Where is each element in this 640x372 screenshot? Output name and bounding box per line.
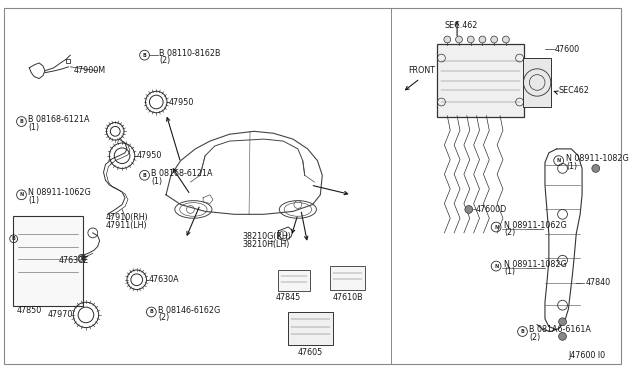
Text: N 08911-1082G: N 08911-1082G: [566, 154, 629, 163]
Text: (1): (1): [28, 123, 40, 132]
Text: 47900M: 47900M: [73, 66, 106, 75]
Text: 47845: 47845: [275, 293, 301, 302]
Text: (1): (1): [152, 177, 163, 186]
Text: B: B: [143, 173, 147, 178]
Text: 47840: 47840: [586, 278, 611, 287]
Text: 47630A: 47630A: [148, 275, 179, 284]
Text: N: N: [19, 192, 24, 197]
Text: B: B: [520, 329, 524, 334]
Text: N: N: [494, 225, 499, 230]
Text: B 08168-6121A: B 08168-6121A: [152, 169, 213, 178]
Text: 47910(RH): 47910(RH): [106, 213, 148, 222]
Text: B 08110-8162B: B 08110-8162B: [159, 49, 221, 58]
Text: 47600: 47600: [555, 45, 580, 54]
Text: FRONT: FRONT: [408, 66, 435, 75]
Text: B 081A6-6161A: B 081A6-6161A: [529, 325, 591, 334]
Text: 47610B: 47610B: [332, 293, 363, 302]
Text: B: B: [80, 256, 84, 261]
Text: SEC462: SEC462: [559, 86, 589, 95]
Text: 47605: 47605: [298, 347, 323, 356]
Text: B: B: [143, 52, 147, 58]
Circle shape: [491, 36, 497, 43]
Circle shape: [592, 164, 600, 172]
Text: (1): (1): [28, 196, 40, 205]
Bar: [288, 312, 333, 345]
FancyBboxPatch shape: [13, 216, 83, 306]
Text: B: B: [150, 310, 153, 314]
Text: J47600 I0: J47600 I0: [568, 352, 605, 360]
Text: (2): (2): [504, 228, 515, 237]
Text: 47630E: 47630E: [59, 256, 89, 265]
Text: 47950: 47950: [169, 97, 195, 106]
Circle shape: [502, 36, 509, 43]
Circle shape: [559, 333, 566, 340]
Text: 47970: 47970: [48, 310, 73, 320]
Circle shape: [559, 318, 566, 326]
Bar: [524, 58, 551, 107]
Text: 47911(LH): 47911(LH): [106, 221, 147, 230]
Bar: [330, 266, 365, 289]
Bar: [278, 270, 310, 292]
Text: N 08911-1062G: N 08911-1062G: [28, 188, 91, 197]
Circle shape: [444, 36, 451, 43]
Text: B: B: [20, 119, 24, 124]
Text: (1): (1): [504, 267, 515, 276]
Text: 47950: 47950: [137, 151, 162, 160]
Text: SEC.462: SEC.462: [444, 21, 477, 31]
Text: N: N: [557, 158, 561, 163]
FancyBboxPatch shape: [436, 44, 524, 117]
Circle shape: [479, 36, 486, 43]
Circle shape: [456, 36, 463, 43]
Circle shape: [467, 36, 474, 43]
Text: 47600D: 47600D: [476, 205, 507, 214]
Text: 38210H(LH): 38210H(LH): [242, 240, 289, 249]
Text: (2): (2): [529, 333, 541, 342]
Text: (2): (2): [158, 313, 170, 323]
Text: N: N: [494, 264, 499, 269]
Text: B 08146-6162G: B 08146-6162G: [158, 305, 220, 315]
Text: 47850: 47850: [17, 305, 42, 315]
Text: 38210G(RH): 38210G(RH): [242, 232, 291, 241]
Circle shape: [465, 206, 473, 214]
Text: (1): (1): [566, 162, 577, 171]
Text: (2): (2): [159, 57, 170, 65]
Text: B 08168-6121A: B 08168-6121A: [28, 115, 90, 124]
Text: B: B: [12, 236, 15, 241]
Text: N 08911-1062G: N 08911-1062G: [504, 221, 566, 230]
Text: N 08911-1082G: N 08911-1082G: [504, 260, 566, 269]
